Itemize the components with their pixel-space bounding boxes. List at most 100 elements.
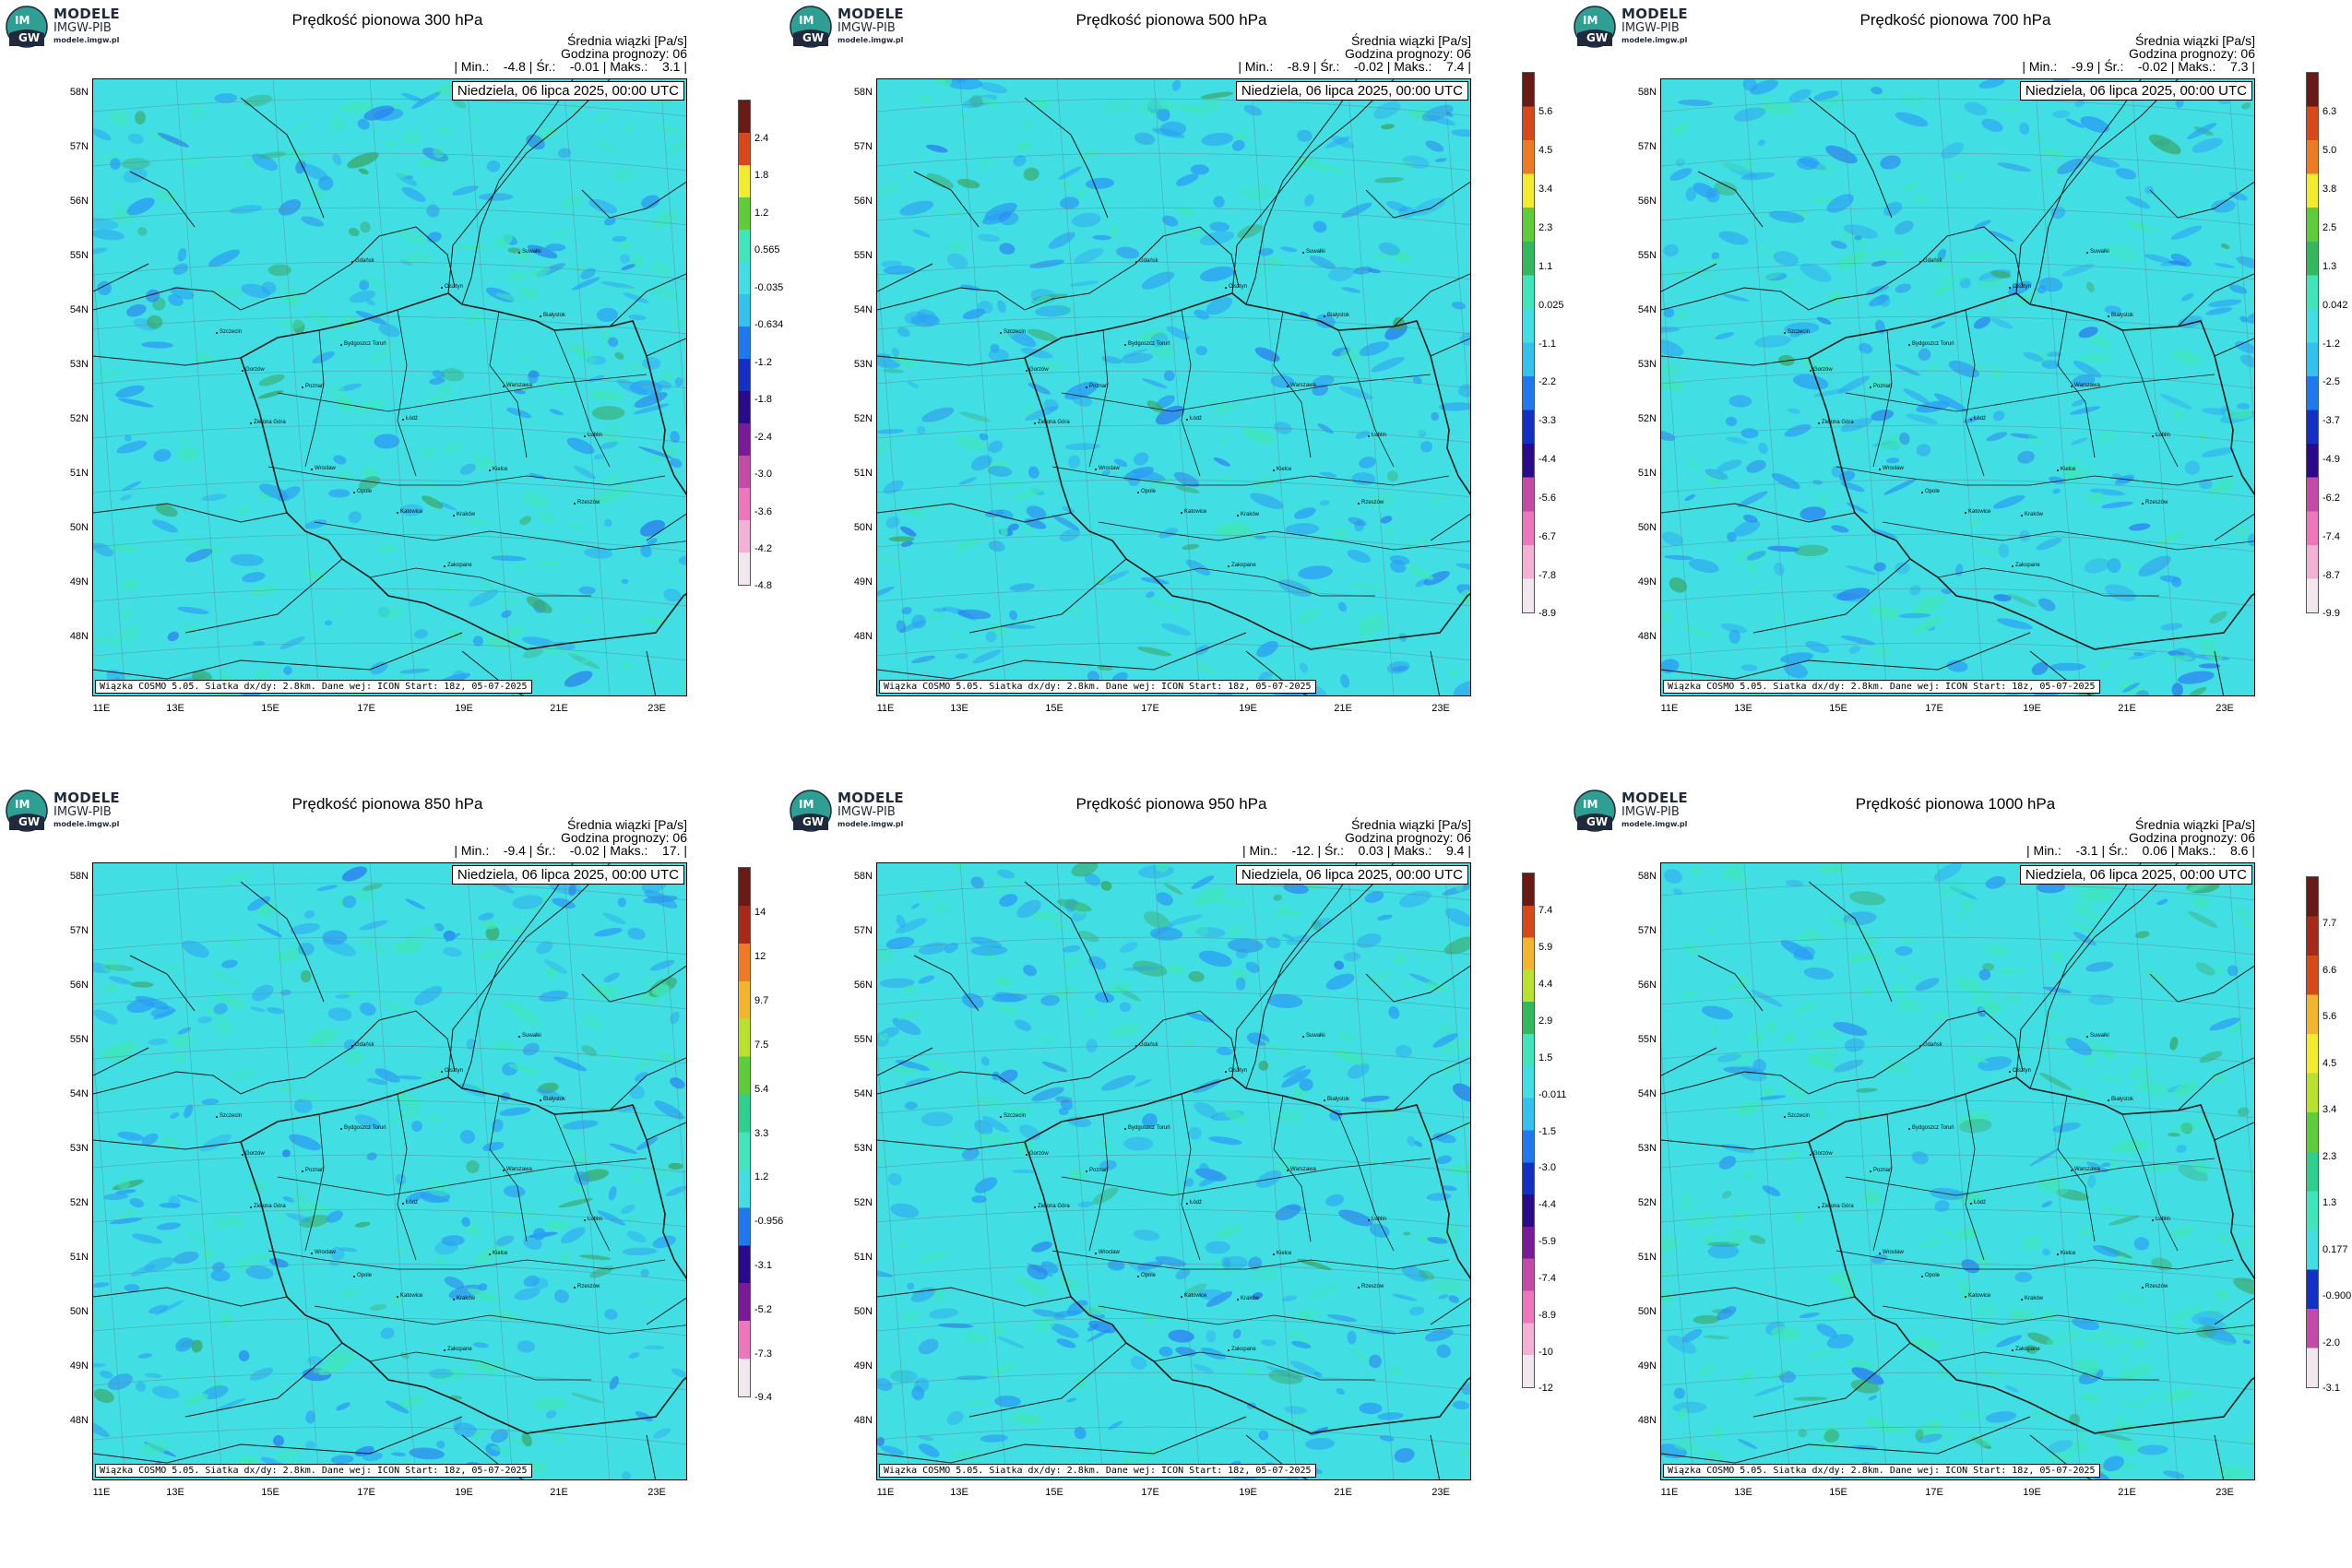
colorbar-tick-label: -3.0 xyxy=(754,469,772,481)
latitude-label: 58N xyxy=(69,871,89,882)
colorbar-tick-label: -4.9 xyxy=(2322,454,2340,466)
longitude-label: 23E xyxy=(647,1487,666,1498)
longitude-label: 17E xyxy=(357,703,375,714)
logo-text: MODELE IMGW-PIB modele.imgw.pl xyxy=(53,7,120,44)
colorbar-tick-label: -0.900 xyxy=(2322,1290,2352,1302)
map-frame[interactable]: Niedziela, 06 lipca 2025, 00:00 UTC Wiąz… xyxy=(1660,862,2255,1480)
city-label: Rzeszów xyxy=(2141,500,2168,505)
city-label: Katowice xyxy=(396,1293,423,1299)
city-label: Białystok xyxy=(1323,313,1350,318)
longitude-label: 21E xyxy=(1334,1487,1352,1498)
city-label: Rzeszów xyxy=(573,500,600,505)
panel-subtitle-units: Średnia wiązki [Pa/s] xyxy=(2135,817,2255,832)
logo-line2: IMGW-PIB xyxy=(53,21,112,35)
city-label: Katowice xyxy=(1180,509,1207,515)
colorbar-tick-label: 5.6 xyxy=(1538,105,1553,117)
colorbar-tick-label: -1.2 xyxy=(2322,338,2340,350)
latitude-label: 50N xyxy=(69,522,89,533)
latitude-label: 57N xyxy=(69,925,89,936)
city-label: Bydgoszcz Toruń xyxy=(1908,1125,1954,1131)
city-label: Zakopane xyxy=(2012,1347,2040,1352)
city-label: Białystok xyxy=(2107,313,2134,318)
latitude-label: 57N xyxy=(853,925,873,936)
map-frame[interactable]: Niedziela, 06 lipca 2025, 00:00 UTC Wiąz… xyxy=(92,78,687,696)
colorbar-tick-label: -12 xyxy=(1538,1383,1553,1394)
panel-title: Prędkość pionowa 950 hPa xyxy=(1075,795,1267,813)
city-label: Warszawa xyxy=(1287,1167,1316,1172)
latitude-label: 54N xyxy=(69,304,89,315)
logo-line1: MODELE xyxy=(837,790,904,806)
city-label: Warszawa xyxy=(1287,383,1316,388)
valid-date: Niedziela, 06 lipca 2025, 00:00 UTC xyxy=(451,81,684,101)
latitude-label: 49N xyxy=(1637,1360,1657,1372)
longitude-label: 19E xyxy=(455,703,473,714)
latitude-label: 52N xyxy=(853,413,873,424)
city-label: Lublin xyxy=(1367,1217,1387,1222)
city-label: Kraków xyxy=(2020,512,2044,517)
logo-badge-top: IM xyxy=(1583,798,1598,811)
colorbar-tick-label: 7.7 xyxy=(2322,918,2337,930)
logo-badge-top: IM xyxy=(799,14,814,27)
colorbar-tick-label: 1.3 xyxy=(2322,260,2337,272)
vertical-velocity-field xyxy=(1661,79,2254,695)
imgw-logo-icon: IM GW xyxy=(790,790,832,832)
logo-badge-top: IM xyxy=(15,798,30,811)
latitude-label: 48N xyxy=(69,1415,89,1426)
panel-subtitle-forecast-hour: Godzina prognozy: 06 xyxy=(561,830,687,845)
longitude-label: 15E xyxy=(1829,1487,1847,1498)
colorbar-tick-label: 3.3 xyxy=(754,1127,769,1139)
logo-website-link[interactable]: modele.imgw.pl xyxy=(1621,820,1688,828)
longitude-label: 17E xyxy=(1141,1487,1159,1498)
valid-date: Niedziela, 06 lipca 2025, 00:00 UTC xyxy=(451,865,684,885)
latitude-label: 55N xyxy=(1637,250,1657,261)
colorbar xyxy=(2306,72,2319,613)
latitude-label: 51N xyxy=(69,1252,89,1263)
logo-website-link[interactable]: modele.imgw.pl xyxy=(837,820,904,828)
latitude-label: 51N xyxy=(1637,468,1657,479)
city-label: Wrocław xyxy=(311,466,336,471)
colorbar-tick-label: 2.9 xyxy=(1538,1015,1553,1027)
logo-website-link[interactable]: modele.imgw.pl xyxy=(53,820,120,828)
logo-website-link[interactable]: modele.imgw.pl xyxy=(1621,36,1688,44)
map-frame[interactable]: Niedziela, 06 lipca 2025, 00:00 UTC Wiąz… xyxy=(92,862,687,1480)
latitude-label: 54N xyxy=(69,1088,89,1099)
colorbar-tick-label: 1.2 xyxy=(754,1171,769,1183)
latitude-label: 51N xyxy=(853,468,873,479)
map-frame[interactable]: Niedziela, 06 lipca 2025, 00:00 UTC Wiąz… xyxy=(876,78,1471,696)
map-frame[interactable]: Niedziela, 06 lipca 2025, 00:00 UTC Wiąz… xyxy=(876,862,1471,1480)
city-label: Poznań xyxy=(1869,384,1893,389)
logo-website-link[interactable]: modele.imgw.pl xyxy=(53,36,120,44)
logo-website-link[interactable]: modele.imgw.pl xyxy=(837,36,904,44)
colorbar-tick-label: -4.4 xyxy=(1538,454,1556,466)
longitude-label: 15E xyxy=(1045,1487,1063,1498)
colorbar-tick-label: -3.7 xyxy=(2322,415,2340,427)
city-label: Olsztyn xyxy=(1224,284,1248,290)
city-label: Katowice xyxy=(396,509,423,515)
colorbar-tick-label: 2.3 xyxy=(1538,221,1553,233)
logo-badge-top: IM xyxy=(1583,14,1598,27)
logo-text: MODELE IMGW-PIB modele.imgw.pl xyxy=(1621,7,1688,44)
city-label: Gorzów xyxy=(1810,1151,1833,1157)
latitude-label: 52N xyxy=(1637,413,1657,424)
latitude-label: 58N xyxy=(69,87,89,98)
map-frame[interactable]: Niedziela, 06 lipca 2025, 00:00 UTC Wiąz… xyxy=(1660,78,2255,696)
city-label: Zielona Góra xyxy=(1034,1204,1070,1209)
vertical-velocity-field xyxy=(877,79,1470,695)
city-label: Zielona Góra xyxy=(1034,420,1070,425)
colorbar-tick-label: -9.4 xyxy=(754,1392,772,1403)
logo-badge-top: IM xyxy=(15,14,30,27)
city-label: Warszawa xyxy=(503,1167,532,1172)
logo-text: MODELE IMGW-PIB modele.imgw.pl xyxy=(53,791,120,828)
panel-title: Prędkość pionowa 500 hPa xyxy=(1075,11,1267,29)
colorbar-tick-label: -9.9 xyxy=(2322,608,2340,619)
latitude-label: 49N xyxy=(853,576,873,588)
latitude-label: 58N xyxy=(1637,87,1657,98)
forecast-panel-1: IM GW MODELE IMGW-PIB modele.imgw.pl Prę… xyxy=(784,0,1568,784)
logo-line1: MODELE xyxy=(837,6,904,22)
latitude-label: 52N xyxy=(853,1197,873,1208)
city-label: Kielce xyxy=(1272,467,1292,472)
latitude-label: 51N xyxy=(1637,1252,1657,1263)
longitude-label: 23E xyxy=(1431,1487,1450,1498)
latitude-label: 50N xyxy=(1637,1306,1657,1317)
city-label: Kraków xyxy=(1236,512,1260,517)
